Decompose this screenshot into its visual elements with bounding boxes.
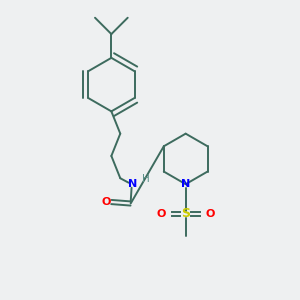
Text: N: N bbox=[128, 179, 137, 189]
Text: N: N bbox=[181, 179, 190, 189]
Text: O: O bbox=[206, 209, 215, 219]
Text: O: O bbox=[101, 197, 111, 207]
Text: O: O bbox=[156, 209, 166, 219]
Text: H: H bbox=[142, 174, 149, 184]
Text: S: S bbox=[181, 207, 190, 220]
